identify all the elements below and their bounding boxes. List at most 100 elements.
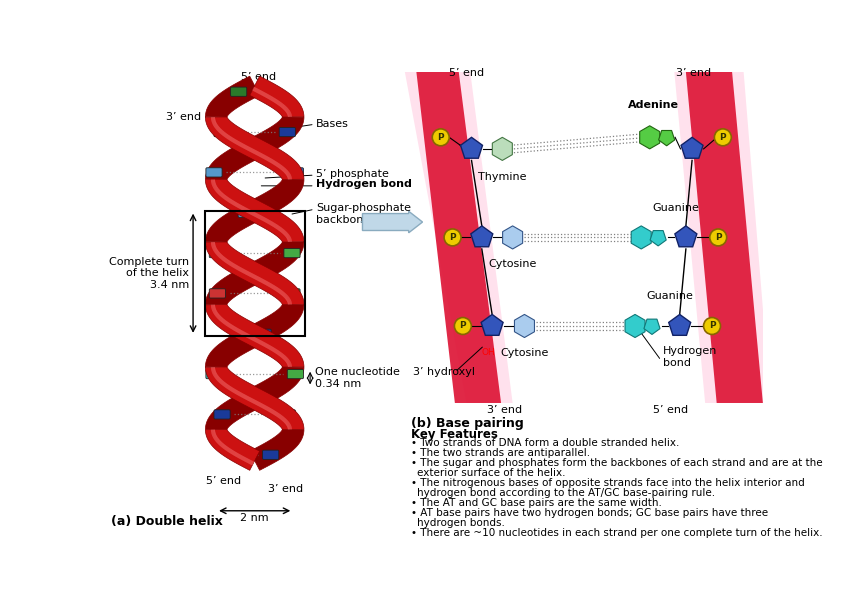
Text: Thymine: Thymine: [478, 172, 527, 182]
Text: P: P: [709, 322, 716, 331]
Text: 3’ end: 3’ end: [268, 484, 303, 494]
Text: 3’ hydroxyl: 3’ hydroxyl: [412, 367, 474, 377]
Text: P: P: [438, 133, 444, 142]
Text: 3’ end: 3’ end: [676, 68, 711, 78]
FancyBboxPatch shape: [263, 450, 279, 459]
Polygon shape: [206, 180, 304, 242]
Text: P: P: [450, 233, 456, 242]
Polygon shape: [206, 117, 304, 180]
Text: • AT base pairs have two hydrogen bonds; GC base pairs have three: • AT base pairs have two hydrogen bonds;…: [411, 509, 768, 519]
Text: Adenine: Adenine: [628, 101, 679, 110]
FancyBboxPatch shape: [214, 128, 230, 137]
Text: Key Features: Key Features: [411, 428, 498, 441]
FancyBboxPatch shape: [284, 289, 300, 298]
FancyBboxPatch shape: [209, 249, 225, 258]
FancyBboxPatch shape: [238, 208, 254, 217]
FancyBboxPatch shape: [263, 87, 279, 96]
Text: P: P: [720, 133, 726, 142]
Text: (b) Base pairing: (b) Base pairing: [411, 417, 524, 430]
Polygon shape: [461, 137, 483, 158]
Circle shape: [433, 129, 449, 146]
Polygon shape: [650, 231, 666, 246]
Polygon shape: [250, 429, 304, 470]
Text: Guanine: Guanine: [647, 291, 694, 301]
FancyBboxPatch shape: [284, 249, 300, 258]
Polygon shape: [625, 314, 645, 337]
Polygon shape: [669, 314, 691, 335]
Text: Hydrogen bond: Hydrogen bond: [316, 179, 412, 189]
FancyArrow shape: [362, 211, 422, 233]
Text: 3’ end: 3’ end: [166, 111, 201, 122]
Text: P: P: [460, 322, 466, 331]
FancyBboxPatch shape: [238, 329, 254, 338]
Text: P: P: [715, 233, 722, 242]
Text: Cytosine: Cytosine: [501, 347, 548, 358]
Polygon shape: [675, 226, 697, 247]
Polygon shape: [206, 242, 304, 304]
FancyBboxPatch shape: [206, 168, 222, 177]
FancyBboxPatch shape: [206, 370, 222, 379]
Text: exterior surface of the helix.: exterior surface of the helix.: [417, 468, 565, 479]
Polygon shape: [632, 226, 651, 249]
Text: OH: OH: [481, 347, 496, 356]
Polygon shape: [681, 137, 703, 158]
Polygon shape: [416, 72, 501, 403]
Text: Guanine: Guanine: [653, 203, 700, 213]
Text: 5’ end: 5’ end: [449, 68, 484, 78]
Text: • The nitrogenous bases of opposite strands face into the helix interior and: • The nitrogenous bases of opposite stra…: [411, 479, 805, 488]
FancyBboxPatch shape: [287, 370, 303, 379]
Polygon shape: [206, 242, 304, 304]
Circle shape: [714, 129, 731, 146]
Text: (a) Double helix: (a) Double helix: [110, 515, 223, 528]
Polygon shape: [471, 226, 493, 247]
Polygon shape: [674, 72, 771, 403]
Text: • The two strands are antiparallel.: • The two strands are antiparallel.: [411, 449, 590, 458]
FancyBboxPatch shape: [279, 128, 295, 137]
Text: 5’ phosphate: 5’ phosphate: [316, 168, 389, 179]
Text: Hydrogen
bond: Hydrogen bond: [663, 346, 717, 368]
FancyBboxPatch shape: [230, 450, 246, 459]
Polygon shape: [206, 367, 304, 429]
Polygon shape: [206, 304, 304, 367]
FancyBboxPatch shape: [230, 87, 246, 96]
Text: 2 nm: 2 nm: [241, 513, 269, 523]
Text: • The AT and GC base pairs are the same width.: • The AT and GC base pairs are the same …: [411, 498, 662, 509]
Polygon shape: [206, 304, 304, 367]
Polygon shape: [405, 72, 513, 403]
Text: Bases: Bases: [316, 119, 349, 129]
Polygon shape: [481, 314, 503, 335]
Circle shape: [710, 229, 727, 246]
Polygon shape: [206, 180, 304, 242]
Text: Complete turn
of the helix
3.4 nm: Complete turn of the helix 3.4 nm: [109, 256, 190, 290]
Polygon shape: [502, 226, 523, 249]
FancyBboxPatch shape: [255, 329, 271, 338]
FancyBboxPatch shape: [209, 289, 225, 298]
Text: Sugar-phosphate
backbone: Sugar-phosphate backbone: [316, 203, 411, 225]
Text: One nucleotide
0.34 nm: One nucleotide 0.34 nm: [314, 367, 400, 389]
Polygon shape: [206, 76, 259, 117]
Polygon shape: [686, 72, 762, 403]
Polygon shape: [492, 137, 513, 161]
Text: hydrogen bonds.: hydrogen bonds.: [417, 519, 505, 528]
Polygon shape: [206, 367, 304, 429]
Polygon shape: [250, 76, 304, 117]
Circle shape: [704, 317, 721, 334]
Text: 5’ end: 5’ end: [241, 72, 276, 82]
Text: 5’ end: 5’ end: [207, 476, 241, 486]
Polygon shape: [206, 117, 304, 180]
Text: • Two strands of DNA form a double stranded helix.: • Two strands of DNA form a double stran…: [411, 438, 679, 449]
FancyBboxPatch shape: [287, 168, 303, 177]
Circle shape: [444, 229, 461, 246]
Text: • There are ~10 nucleotides in each strand per one complete turn of the helix.: • There are ~10 nucleotides in each stra…: [411, 528, 823, 539]
Text: 3’ end: 3’ end: [487, 404, 523, 415]
Polygon shape: [659, 131, 675, 146]
Text: • The sugar and phosphates form the backbones of each strand and are at the: • The sugar and phosphates form the back…: [411, 458, 823, 468]
Text: hydrogen bond according to the AT/GC base-pairing rule.: hydrogen bond according to the AT/GC bas…: [417, 488, 715, 498]
Polygon shape: [640, 126, 660, 149]
FancyBboxPatch shape: [279, 410, 295, 419]
FancyBboxPatch shape: [255, 208, 271, 217]
Circle shape: [455, 317, 472, 334]
Text: Cytosine: Cytosine: [489, 259, 537, 269]
Polygon shape: [644, 319, 660, 334]
FancyBboxPatch shape: [214, 410, 230, 419]
